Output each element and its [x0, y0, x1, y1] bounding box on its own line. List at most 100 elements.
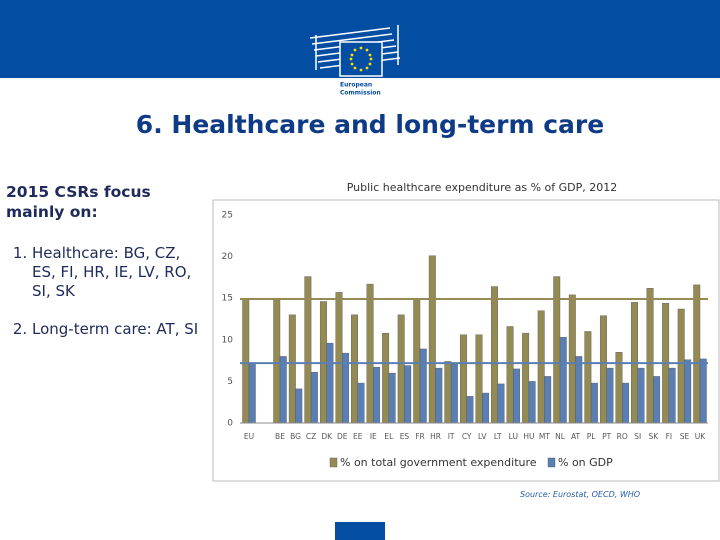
- bar: [662, 302, 670, 424]
- bar: [646, 288, 654, 424]
- x-tick-label: BG: [290, 432, 301, 441]
- bar: [537, 310, 545, 424]
- x-tick-label: SE: [680, 432, 690, 441]
- y-tick-label: 15: [222, 294, 233, 304]
- bar: [522, 332, 530, 424]
- x-tick-label: FI: [666, 432, 673, 441]
- bar: [559, 337, 567, 424]
- sidebar: 2015 CSRs focus mainly on: Healthcare: B…: [6, 182, 206, 358]
- x-tick-label: NL: [555, 432, 566, 441]
- bar: [599, 315, 607, 424]
- x-tick-label: IE: [370, 432, 377, 441]
- bar: [450, 363, 458, 424]
- sidebar-heading: 2015 CSRs focus mainly on:: [6, 183, 151, 221]
- bar: [497, 383, 505, 424]
- bar: [615, 352, 623, 424]
- logo-text: Commission: [340, 90, 381, 97]
- x-tick-label: IT: [448, 432, 455, 441]
- legend-label: % on total government expenditure: [340, 456, 537, 469]
- logo: European Commission: [309, 25, 401, 102]
- focus-list: Healthcare: BG, CZ, ES, FI, HR, IE, LV, …: [6, 244, 206, 339]
- bar: [590, 382, 598, 424]
- x-tick-label: CZ: [306, 432, 316, 441]
- bar: [637, 367, 645, 424]
- bar: [622, 382, 629, 424]
- x-tick-label: LT: [494, 432, 502, 441]
- x-tick-label: SK: [648, 432, 659, 441]
- bar: [419, 348, 427, 424]
- bar: [382, 332, 390, 424]
- bar: [242, 298, 250, 424]
- x-tick-label: BE: [275, 432, 285, 441]
- x-tick-label: AT: [571, 432, 581, 441]
- bar: [491, 286, 498, 424]
- focus-item: Long-term care: AT, SI: [32, 320, 206, 339]
- bar: [351, 314, 358, 424]
- logo-text: European: [340, 82, 372, 89]
- y-tick-label: 10: [222, 335, 234, 345]
- bar: [273, 299, 281, 424]
- source: Source: Eurostat, OECD, WHO: [520, 490, 641, 499]
- x-tick-label: EU: [244, 432, 254, 441]
- bar: [466, 396, 474, 424]
- bar: [319, 301, 327, 424]
- x-tick-label: FR: [415, 432, 425, 441]
- legend-swatch: [329, 457, 338, 468]
- bar: [310, 372, 318, 424]
- bar: [699, 358, 707, 424]
- x-tick-label: PL: [587, 432, 597, 441]
- bar: [553, 276, 561, 424]
- y-tick-label: 20: [222, 252, 234, 262]
- bar: [413, 299, 421, 424]
- x-tick-label: DK: [321, 432, 333, 441]
- bar: [444, 361, 452, 424]
- bar: [693, 284, 701, 424]
- x-tick-label: UK: [695, 432, 706, 441]
- x-tick-label: HR: [430, 432, 441, 441]
- x-tick-label: LV: [478, 432, 487, 441]
- y-tick-label: 25: [222, 211, 233, 221]
- bar: [677, 308, 685, 424]
- bar: [575, 356, 583, 424]
- focus-item: Healthcare: BG, CZ, ES, FI, HR, IE, LV, …: [32, 244, 206, 301]
- x-tick-label: ES: [400, 432, 410, 441]
- bar: [288, 314, 296, 424]
- bar: [631, 302, 638, 424]
- slide-title: 6. Healthcare and long-term care: [135, 110, 605, 139]
- bar: [342, 352, 349, 424]
- bar: [459, 334, 467, 424]
- bar: [584, 331, 592, 424]
- x-tick-label: EL: [384, 432, 394, 441]
- bar: [279, 356, 287, 424]
- footer-flag: [335, 522, 385, 540]
- legend-label: % on GDP: [558, 456, 613, 469]
- x-tick-label: RO: [617, 432, 628, 441]
- bar: [373, 367, 381, 424]
- x-tick-label: CY: [462, 432, 472, 441]
- bar: [295, 388, 303, 424]
- bar: [435, 367, 443, 424]
- bar: [482, 392, 489, 424]
- bar: [653, 376, 661, 424]
- bar: [684, 359, 692, 424]
- bar: [544, 376, 552, 424]
- bar: [506, 326, 514, 424]
- chart-frame: [212, 199, 720, 482]
- x-tick-label: SI: [634, 432, 641, 441]
- y-tick-label: 0: [227, 419, 233, 429]
- bar: [326, 342, 334, 424]
- bar: [404, 365, 412, 424]
- bar: [248, 362, 256, 424]
- bar: [357, 382, 365, 424]
- bar: [428, 255, 436, 424]
- bar: [668, 367, 676, 424]
- x-tick-label: MT: [539, 432, 550, 441]
- x-tick-label: DE: [337, 432, 348, 441]
- bar: [397, 314, 405, 424]
- x-tick-label: PT: [602, 432, 612, 441]
- x-tick-label: LU: [509, 432, 518, 441]
- x-tick-label: HU: [523, 432, 534, 441]
- x-tick-label: EE: [353, 432, 363, 441]
- bar: [388, 372, 396, 424]
